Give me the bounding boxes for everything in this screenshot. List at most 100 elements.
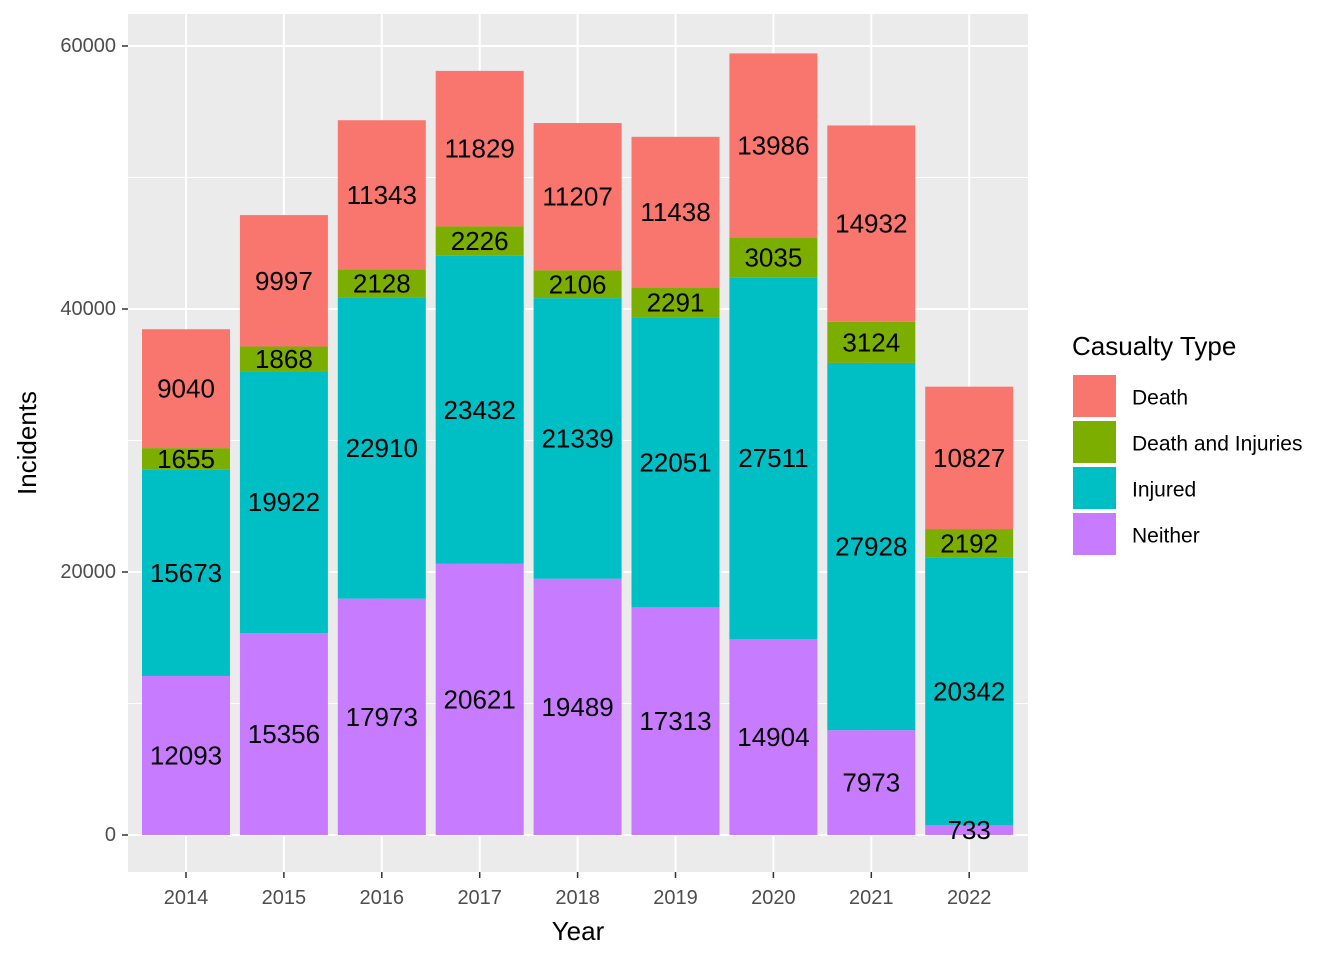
bar-segment xyxy=(925,557,1014,826)
bar-value-label: 27511 xyxy=(738,443,808,473)
bar-segment xyxy=(729,237,818,278)
bar-value-label: 21339 xyxy=(541,423,613,453)
bar-segment xyxy=(729,53,818,238)
bar-value-label: 11438 xyxy=(640,197,710,227)
bar-segment xyxy=(239,346,328,372)
bar-segment xyxy=(729,277,818,640)
legend-label: Death and Injuries xyxy=(1132,433,1302,456)
axes: 0 20000 40000 60000 2014 2015 2016 2017 2018 2019… xyxy=(60,35,991,909)
bar-segment xyxy=(925,825,1014,835)
bar-segment xyxy=(533,123,622,271)
bar-value-label: 11829 xyxy=(445,134,515,164)
bar-value-label: 11207 xyxy=(542,182,612,212)
x-tick-label: 2014 xyxy=(164,887,209,909)
y-tick-label: 20000 xyxy=(60,561,116,583)
x-tick-label: 2017 xyxy=(457,887,502,909)
bar-value-label: 17313 xyxy=(639,706,711,736)
bar-segment xyxy=(827,730,916,835)
bar-segment xyxy=(337,269,426,298)
bar-value-label: 19489 xyxy=(541,692,613,722)
legend-title: Casualty Type xyxy=(1072,331,1236,361)
bar-segment xyxy=(631,607,720,835)
bar-segment xyxy=(827,125,916,322)
bar-value-label: 2192 xyxy=(940,528,998,558)
bar-value-label: 1655 xyxy=(157,444,215,474)
bar-value-label: 14932 xyxy=(835,209,907,239)
bar-value-label: 27928 xyxy=(835,532,907,562)
bar-segment xyxy=(631,287,720,318)
bar-labels: 12093 15673 1655 9040 15356 19922 1868 9997 1797… xyxy=(150,130,1006,845)
bar-value-label: 2226 xyxy=(451,226,509,256)
legend-swatch xyxy=(1073,467,1116,509)
bar-segment xyxy=(337,120,426,270)
x-tick-label: 2016 xyxy=(360,887,405,909)
bar-value-label: 19922 xyxy=(248,487,320,517)
bar-segment xyxy=(631,136,720,288)
legend-label: Death xyxy=(1132,387,1188,410)
y-tick-label: 60000 xyxy=(60,35,116,57)
legend-label: Neither xyxy=(1132,525,1200,548)
bar-segment xyxy=(435,70,524,227)
bar-value-label: 20342 xyxy=(933,677,1005,707)
bar-segment xyxy=(239,215,328,347)
bar-value-label: 20621 xyxy=(444,684,516,714)
legend-label: Injured xyxy=(1132,479,1196,502)
bar-segment xyxy=(142,329,230,449)
bar-value-label: 9040 xyxy=(157,374,215,404)
bar-value-label: 15356 xyxy=(248,719,320,749)
y-tick-label: 40000 xyxy=(60,298,116,320)
x-axis-title: Year xyxy=(552,916,605,946)
bar-value-label: 733 xyxy=(948,815,991,845)
bar-value-label: 14904 xyxy=(737,722,809,752)
bar-value-label: 10827 xyxy=(933,443,1005,473)
bar-segment xyxy=(533,298,622,579)
bar-value-label: 2291 xyxy=(647,287,705,317)
bar-segment xyxy=(142,675,230,835)
bar-value-label: 17973 xyxy=(346,702,418,732)
legend: Casualty Type Death Death and Injuries Inj… xyxy=(1072,331,1302,555)
legend-swatch xyxy=(1073,513,1116,555)
bar-value-label: 15673 xyxy=(150,558,222,588)
bar-segment xyxy=(729,639,818,835)
legend-items: Death Death and Injuries Injured Neither xyxy=(1073,375,1302,555)
bar-value-label: 2128 xyxy=(353,268,411,298)
bar-value-label: 13986 xyxy=(737,130,809,160)
x-tick-label: 2021 xyxy=(849,887,894,909)
bar-value-label: 2106 xyxy=(549,269,607,299)
bar-value-label: 1868 xyxy=(255,344,313,374)
legend-swatch xyxy=(1073,375,1116,417)
bar-value-label: 11343 xyxy=(347,180,417,210)
bar-segment xyxy=(827,362,916,731)
bar-segment xyxy=(435,226,524,256)
x-tick-label: 2015 xyxy=(262,887,307,909)
bar-segment xyxy=(337,598,426,835)
bar-value-label: 9997 xyxy=(255,266,313,296)
bar-segment xyxy=(827,321,916,363)
bar-segment xyxy=(337,297,426,599)
bar-segment xyxy=(142,448,230,470)
y-tick-label: 0 xyxy=(105,824,116,846)
bar-segment xyxy=(239,371,328,634)
x-tick-label: 2018 xyxy=(555,887,600,909)
bar-segment xyxy=(631,317,720,608)
bars xyxy=(142,53,1014,835)
x-tick-label: 2020 xyxy=(751,887,796,909)
bar-segment xyxy=(142,469,230,676)
bar-segment xyxy=(925,386,1014,530)
bar-value-label: 22910 xyxy=(346,433,418,463)
bar-segment xyxy=(435,563,524,835)
x-tick-label: 2022 xyxy=(947,887,992,909)
bar-value-label: 23432 xyxy=(444,395,516,425)
bar-segment xyxy=(925,529,1014,558)
bar-segment xyxy=(533,270,622,299)
x-tick-label: 2019 xyxy=(653,887,698,909)
bar-segment xyxy=(239,633,328,835)
bar-value-label: 7973 xyxy=(842,768,900,798)
y-axis-title: Incidents xyxy=(12,391,42,495)
legend-swatch xyxy=(1073,421,1116,463)
bar-segment xyxy=(435,255,524,564)
bar-value-label: 22051 xyxy=(639,447,711,477)
bar-segment xyxy=(533,578,622,835)
bar-value-label: 3035 xyxy=(744,242,802,272)
